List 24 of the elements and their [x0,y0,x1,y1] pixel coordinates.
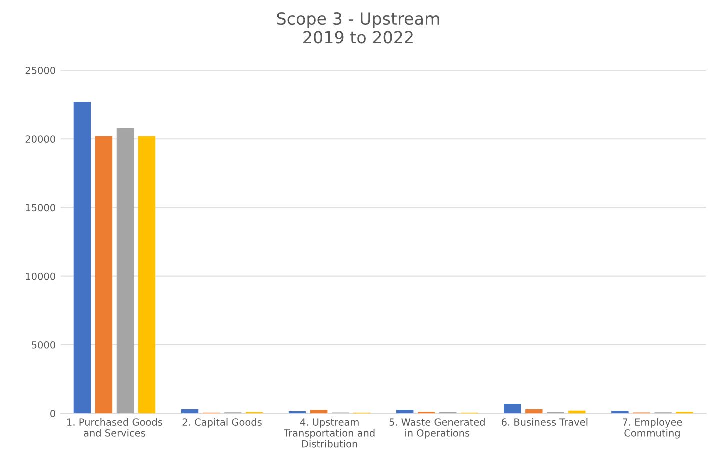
bar [74,102,92,414]
y-tick-label: 15000 [26,204,56,212]
bar [612,411,629,414]
bar [526,409,543,414]
bar [116,128,134,414]
bar [138,136,156,414]
x-tick-label: 5. Waste Generated in Operations [390,418,485,439]
bar [504,404,522,414]
bar [95,136,113,414]
y-tick-label: 25000 [26,66,56,74]
x-tick-label: 2. Capital Goods [182,418,262,428]
chart-title: Scope 3 - Upstream 2019 to 2022 [277,12,440,44]
y-tick-label: 20000 [26,136,56,143]
x-tick-label: 4. Upstream Transportation and Distribution [284,418,375,448]
bar [181,409,199,414]
x-tick-label: 6. Business Travel [502,418,588,426]
y-tick-label: 10000 [26,272,56,280]
x-tick-label: 7. Employee Commuting [623,418,682,439]
y-tick-label: 0 [50,410,56,418]
bar [310,410,328,414]
x-tick-label: 1. Purchased Goods and Services [68,418,162,437]
y-tick-label: 5000 [32,341,56,349]
bar [568,410,586,414]
bar [396,410,414,414]
